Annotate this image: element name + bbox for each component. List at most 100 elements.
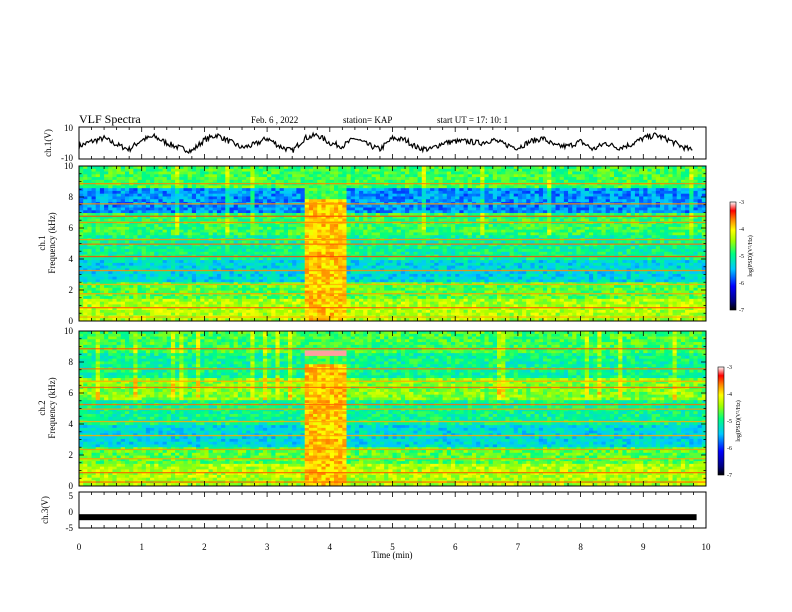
spectrogram-cell [296,240,301,244]
spectrogram-cell [229,273,235,278]
spectrogram-cell [116,296,122,300]
spectrogram-cell [233,273,239,278]
spectrogram-cell [325,235,331,239]
spectrogram-cell [375,174,381,178]
spectrogram-cell [258,307,264,311]
spectrogram-cell [204,232,209,236]
spectrogram-cell [409,276,414,280]
spectrogram-cell [237,174,243,178]
spectrogram-cell [434,171,439,175]
spectrogram-cell [321,309,327,314]
spectrogram-cell [338,257,343,261]
spectrogram-cell [367,171,372,175]
spectrogram-cell [162,171,168,175]
spectrogram-cell [166,179,172,184]
spectrogram-cell [400,235,406,239]
spectrogram-cell [313,273,318,278]
spectrogram-cell [137,179,143,184]
spectrogram-cell [338,249,343,253]
spectrogram-cell [258,304,264,308]
spectrogram-cell [392,312,398,316]
spectrogram-cell [196,232,201,236]
spectrogram-cell [154,309,159,314]
spectrogram-cell [246,168,251,172]
spectrogram-cell [325,298,331,303]
spectrogram-cell [145,168,151,172]
spectrogram-cell [392,273,398,278]
spectrogram-cell [262,260,268,264]
spectrogram-cell [225,287,230,291]
spectrogram-cell [375,210,381,214]
spectrogram-cell [108,318,113,322]
spectrogram-cell [321,257,327,261]
spectrogram-cell [150,207,155,211]
spectrogram-cell [183,243,189,247]
spectrogram-cell [271,260,276,264]
spectrogram-cell [346,199,352,203]
spectrogram-cell [275,298,281,303]
spectrogram-cell [430,215,435,219]
spectrogram-cell [279,226,285,231]
spectrogram-cell [288,235,293,239]
spectrogram-cell [405,279,410,283]
spectrogram-cell [430,298,435,303]
spectrogram-cell [225,215,230,219]
spectrogram-cell [145,273,151,278]
spectrogram-cell [434,229,439,233]
spectrogram-cell [342,240,347,244]
spectrogram-cell [99,204,105,208]
spectrogram-cell [150,199,155,203]
spectrogram-cell [425,301,431,305]
spectrogram-cell [99,279,105,283]
spectrogram-cell [179,301,184,305]
spectrogram-cell [288,276,293,280]
spectrogram-cell [434,307,439,311]
spectrogram-cell [304,196,310,200]
spectrogram-cell [133,185,138,189]
spectrogram-cell [129,177,134,181]
spectrogram-cell [233,307,239,311]
spectrogram-cell [384,296,389,300]
spectrogram-cell [388,188,393,192]
spectrogram-cell [396,166,402,170]
spectrogram-cell [430,210,435,214]
spectrogram-cell [325,188,331,192]
spectrogram-cell [95,246,101,250]
spectrogram-cell [308,190,314,195]
spectrogram-cell [133,246,138,250]
spectrogram-cell [325,168,331,172]
spectrogram-cell [350,304,356,308]
spectrogram-cell [246,290,251,294]
spectrogram-cell [124,285,130,289]
spectrogram-cell [187,243,193,247]
spectrogram-cell [212,318,218,322]
spectrogram-cell [129,287,134,291]
spectrogram-cell [137,298,143,303]
spectrogram-cell [271,240,276,244]
spectrogram-cell [425,215,431,219]
spectrogram-cell [124,246,130,250]
spectrogram-cell [158,190,163,195]
spectrogram-cell [367,232,372,236]
spectrogram-cell [246,210,251,214]
spectrogram-cell [304,168,310,172]
spectrogram-cell [112,224,118,228]
spectrogram-cell [237,193,243,197]
spectrogram-cell [196,307,201,311]
spectrogram-cell [237,171,243,175]
spectrogram-cell [317,168,322,172]
spectrogram-cell [191,251,197,255]
spectrogram-cell [200,249,205,253]
spectrogram-cell [237,210,243,214]
spectrogram-cell [288,265,293,269]
spectrogram-cell [304,215,310,219]
spectrogram-cell [221,166,226,170]
spectrogram-cell [384,293,389,297]
spectrogram-cell [283,271,289,275]
spectrogram-cell [221,279,226,283]
spectrogram-cell [438,207,444,211]
spectrogram-cell [225,188,230,192]
spectrogram-cell [359,226,364,231]
spectrogram-cell [434,177,439,181]
spectrogram-cell [325,293,331,297]
